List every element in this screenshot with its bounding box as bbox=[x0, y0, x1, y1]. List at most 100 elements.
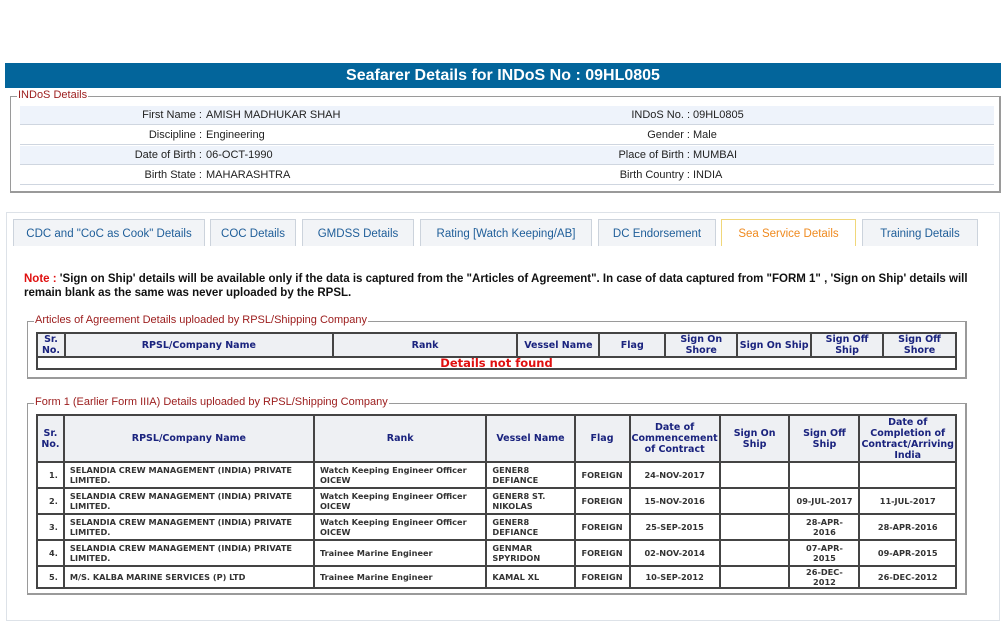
table-cell: 26-DEC-2012 bbox=[858, 565, 957, 589]
column-header: Rank bbox=[312, 414, 488, 463]
column-header: Sr. No. bbox=[36, 332, 66, 358]
table-cell: GENER8 DEFIANCE bbox=[485, 461, 576, 489]
table-cell: 15-NOV-2016 bbox=[628, 487, 721, 515]
table-cell: 09-JUL-2017 bbox=[788, 487, 861, 515]
table-cell: 11-JUL-2017 bbox=[858, 487, 957, 515]
sea-service-note: Note : 'Sign on Ship' details will be av… bbox=[24, 273, 968, 299]
tab-coc-details[interactable]: COC Details bbox=[210, 219, 296, 246]
table-cell bbox=[718, 487, 791, 515]
column-header: Sign On Shore bbox=[664, 332, 739, 358]
column-header: Sign Off Ship bbox=[810, 332, 885, 358]
column-header: Sign Off Shore bbox=[882, 332, 957, 358]
field-value: MUMBAI bbox=[693, 149, 737, 161]
column-header: Rank bbox=[331, 332, 519, 358]
column-header: Date of Completion of Contract/Arriving … bbox=[858, 414, 957, 463]
table-row: 1. SELANDIA CREW MANAGEMENT (INDIA) PRIVA… bbox=[36, 461, 957, 489]
table-cell: 2. bbox=[36, 487, 65, 515]
form1-legend: Form 1 (Earlier Form IIIA) Details uploa… bbox=[34, 396, 389, 408]
field-label: Gender : bbox=[647, 129, 690, 141]
table-cell: Watch Keeping Engineer Officer OICEW bbox=[312, 513, 488, 541]
table-cell: 4. bbox=[36, 539, 65, 567]
table-cell: SELANDIA CREW MANAGEMENT (INDIA) PRIVATE… bbox=[62, 487, 315, 515]
table-row-empty: Details not found bbox=[36, 356, 957, 370]
indos-row: Date of Birth : 06-OCT-1990 Place of Birth… bbox=[20, 146, 994, 165]
column-header: Vessel Name bbox=[516, 332, 601, 358]
table-cell: 28-APR-2016 bbox=[858, 513, 957, 541]
table-cell bbox=[718, 565, 791, 589]
field-label: Birth Country : bbox=[619, 169, 690, 181]
field-label: Place of Birth : bbox=[618, 149, 690, 161]
table-cell: 3. bbox=[36, 513, 65, 541]
table-cell: 26-DEC-2012 bbox=[788, 565, 861, 589]
table-cell: SELANDIA CREW MANAGEMENT (INDIA) PRIVATE… bbox=[62, 461, 315, 489]
table-cell: 07-APR-2015 bbox=[788, 539, 861, 567]
articles-table: Sr. No. RPSL/Company Name Rank Vessel Name F… bbox=[36, 332, 957, 370]
indos-details-fieldset: INDoS Details First Name : AMISH MADHUKAR… bbox=[10, 89, 1001, 193]
table-cell: FOREIGN bbox=[573, 513, 631, 541]
column-header: Sign Off Ship bbox=[788, 414, 861, 463]
column-header: Sign On Ship bbox=[718, 414, 791, 463]
indos-row: Discipline : Engineering Gender : Male bbox=[20, 126, 994, 145]
column-header: Vessel Name bbox=[485, 414, 576, 463]
table-row: 4. SELANDIA CREW MANAGEMENT (INDIA) PRIVA… bbox=[36, 539, 957, 567]
field-value: 06-OCT-1990 bbox=[206, 149, 273, 161]
field-value: MAHARASHTRA bbox=[206, 169, 291, 181]
table-cell: 5. bbox=[36, 565, 65, 589]
table-cell: 02-NOV-2014 bbox=[628, 539, 721, 567]
tab-gmdss-details[interactable]: GMDSS Details bbox=[302, 219, 414, 246]
details-tabs: CDC and "CoC as Cook" Details COC Details… bbox=[6, 212, 1000, 621]
column-header: Flag bbox=[573, 414, 631, 463]
table-cell: 10-SEP-2012 bbox=[628, 565, 721, 589]
table-cell: Watch Keeping Engineer Officer OICEW bbox=[312, 461, 488, 489]
column-header: Sr. No. bbox=[36, 414, 65, 463]
form1-fieldset: Form 1 (Earlier Form IIIA) Details uploa… bbox=[27, 396, 967, 595]
column-header: RPSL/Company Name bbox=[62, 414, 315, 463]
table-row: 3. SELANDIA CREW MANAGEMENT (INDIA) PRIVA… bbox=[36, 513, 957, 541]
field-value: Engineering bbox=[206, 129, 265, 141]
details-not-found: Details not found bbox=[36, 356, 957, 370]
table-row: 2. SELANDIA CREW MANAGEMENT (INDIA) PRIVA… bbox=[36, 487, 957, 515]
table-cell: GENER8 DEFIANCE bbox=[485, 513, 576, 541]
field-value: AMISH MADHUKAR SHAH bbox=[206, 109, 341, 121]
indos-row: Birth State : MAHARASHTRA Birth Country :I… bbox=[20, 166, 994, 185]
tab-dc-endorsement[interactable]: DC Endorsement bbox=[598, 219, 716, 246]
table-cell: 1. bbox=[36, 461, 65, 489]
table-cell bbox=[858, 461, 957, 489]
tab-rating-watch-keeping-ab[interactable]: Rating [Watch Keeping/AB] bbox=[420, 219, 592, 246]
table-cell: GENMAR SPYRIDON bbox=[485, 539, 576, 567]
table-cell bbox=[718, 539, 791, 567]
column-header: Flag bbox=[598, 332, 667, 358]
table-cell: Watch Keeping Engineer Officer OICEW bbox=[312, 487, 488, 515]
table-cell: 24-NOV-2017 bbox=[628, 461, 721, 489]
table-cell bbox=[788, 461, 861, 489]
field-label: Birth State : bbox=[144, 169, 202, 181]
column-header: Sign On Ship bbox=[736, 332, 813, 358]
field-label: Discipline : bbox=[148, 129, 202, 141]
table-cell: 28-APR-2016 bbox=[788, 513, 861, 541]
column-header: RPSL/Company Name bbox=[63, 332, 334, 358]
table-cell bbox=[718, 513, 791, 541]
field-value: Male bbox=[693, 129, 717, 141]
indos-details-legend: INDoS Details bbox=[17, 89, 89, 101]
articles-fieldset: Articles of Agreement Details uploaded b… bbox=[27, 314, 967, 379]
form1-table: Sr. No. RPSL/Company Name Rank Vessel Name F… bbox=[36, 414, 957, 589]
field-label: First Name : bbox=[142, 109, 202, 121]
field-value: 09HL0805 bbox=[693, 109, 744, 121]
table-cell: Trainee Marine Engineer bbox=[312, 539, 488, 567]
table-row: 5. M/S. KALBA MARINE SERVICES (P) LTD Trai… bbox=[36, 565, 957, 589]
table-cell: 09-APR-2015 bbox=[858, 539, 957, 567]
page-title: Seafarer Details for INDoS No : 09HL0805 bbox=[5, 63, 1001, 88]
table-cell bbox=[718, 461, 791, 489]
table-cell: FOREIGN bbox=[573, 565, 631, 589]
tab-sea-service-details[interactable]: Sea Service Details bbox=[721, 219, 856, 246]
indos-row: First Name : AMISH MADHUKAR SHAH INDoS No.… bbox=[20, 106, 994, 125]
table-cell: FOREIGN bbox=[573, 539, 631, 567]
tab-training-details[interactable]: Training Details bbox=[862, 219, 978, 246]
table-cell: KAMAL XL bbox=[485, 565, 576, 589]
table-cell: Trainee Marine Engineer bbox=[312, 565, 488, 589]
table-cell: FOREIGN bbox=[573, 487, 631, 515]
articles-legend: Articles of Agreement Details uploaded b… bbox=[34, 314, 369, 326]
table-cell: FOREIGN bbox=[573, 461, 631, 489]
table-cell: GENER8 ST. NIKOLAS bbox=[485, 487, 576, 515]
tab-cdc-and-coc-as-cook-details[interactable]: CDC and "CoC as Cook" Details bbox=[13, 219, 205, 246]
